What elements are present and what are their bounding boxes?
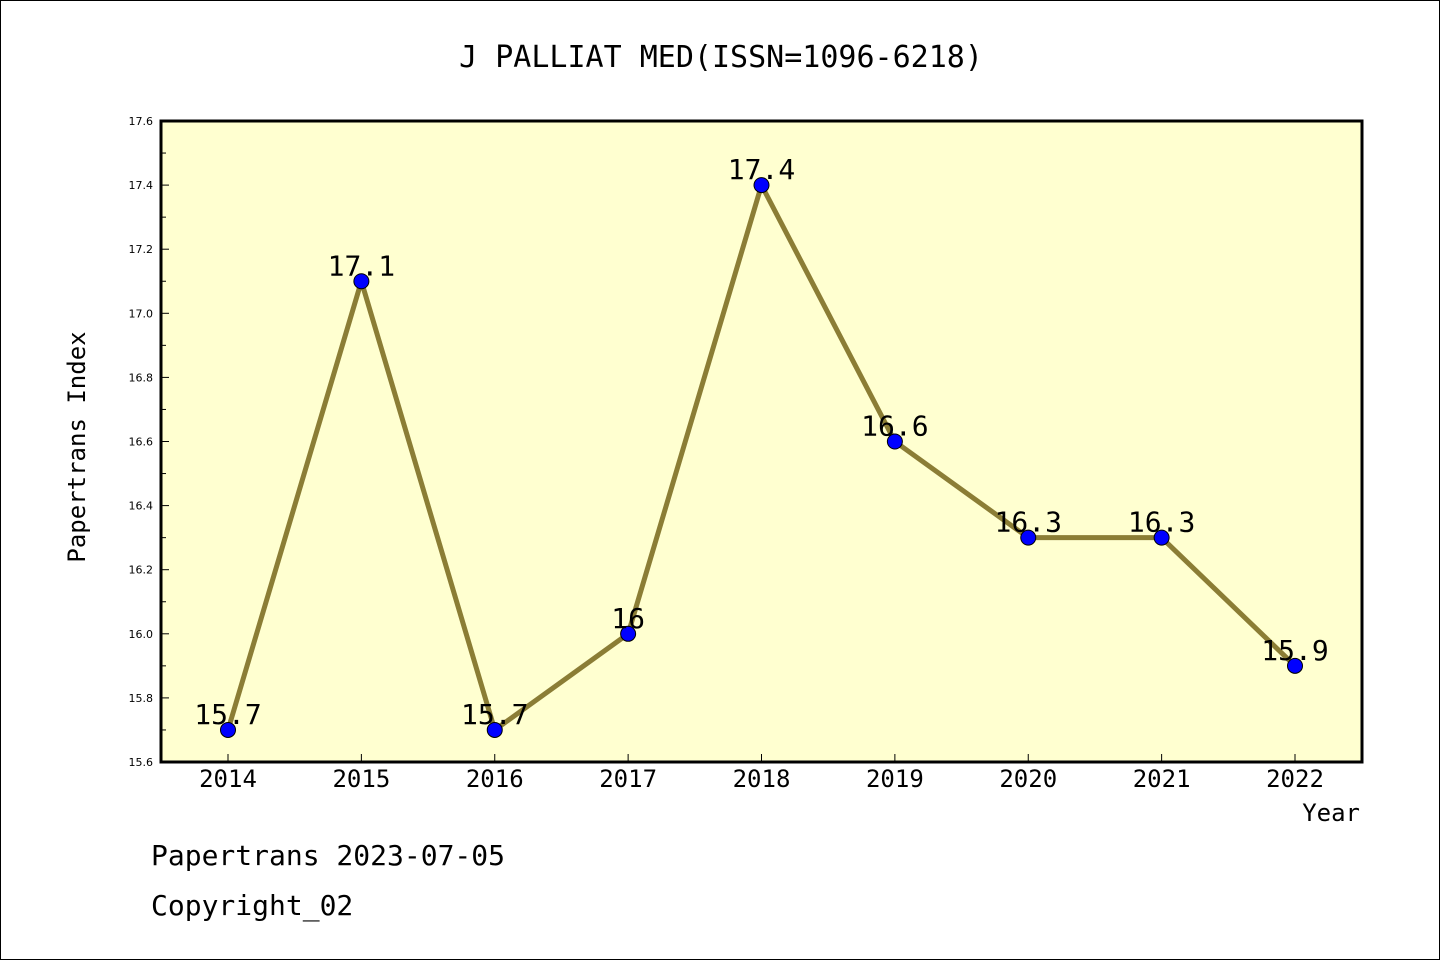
data-label: 17.4 [728, 153, 795, 186]
y-tick-label: 16.2 [129, 564, 154, 577]
x-tick-label: 2022 [1266, 765, 1324, 793]
x-tick-label: 2017 [599, 765, 657, 793]
footer-date: Papertrans 2023-07-05 [151, 839, 505, 872]
data-point [1020, 529, 1037, 546]
footer-copyright: Copyright_02 [151, 889, 353, 923]
data-point [753, 177, 770, 194]
x-tick-label: 2021 [1133, 765, 1191, 793]
data-point [620, 625, 637, 642]
data-label: 16.3 [995, 506, 1062, 539]
x-axis: 2014 2015 2016 2017 2018 2019 2020 2021 2022 [199, 754, 1324, 793]
data-point [1153, 529, 1170, 546]
y-tick-label: 16.4 [129, 500, 154, 513]
y-axis-label: Papertrans Index [63, 331, 91, 562]
data-point [486, 721, 503, 738]
y-tick-label: 16.6 [129, 436, 154, 449]
data-point [353, 273, 370, 290]
data-label: 17.1 [328, 249, 395, 282]
y-tick-label: 17.6 [129, 115, 154, 128]
x-tick-label: 2014 [199, 765, 257, 793]
y-tick-label: 16.8 [129, 371, 154, 384]
data-labels: 15.7 17.1 15.7 16 17.4 16.6 16.3 16.3 15.9 [194, 153, 1328, 731]
data-point [1287, 657, 1303, 674]
x-axis-label: Year [1302, 799, 1360, 827]
x-tick-label: 2020 [999, 765, 1057, 793]
x-tick-label: 2018 [733, 765, 791, 793]
x-tick-label: 2015 [332, 765, 390, 793]
chart-title: J PALLIAT MED(ISSN=1096-6218) [459, 40, 983, 75]
y-tick-label: 16.0 [129, 628, 154, 641]
data-label: 16 [611, 602, 645, 635]
data-markers [220, 177, 1303, 738]
y-tick-label: 15.8 [129, 692, 154, 705]
data-label: 15.9 [1261, 634, 1328, 667]
data-label: 15.7 [194, 698, 261, 731]
x-tick-label: 2019 [866, 765, 924, 793]
plot-area [159, 119, 1364, 764]
y-tick-label: 17.2 [129, 243, 154, 256]
data-label: 16.6 [861, 410, 928, 443]
y-axis: 15.6 15.8 16.0 16.2 16.4 16.6 16.8 17.0 17.2 17.4… [129, 115, 169, 769]
y-tick-label: 17.0 [129, 307, 154, 320]
y-tick-label: 17.4 [129, 179, 154, 192]
data-point [220, 721, 236, 738]
y-tick-label: 15.6 [129, 756, 154, 769]
data-label: 15.7 [461, 698, 528, 731]
x-tick-label: 2016 [466, 765, 524, 793]
data-label: 16.3 [1128, 506, 1195, 539]
data-point [886, 433, 903, 450]
